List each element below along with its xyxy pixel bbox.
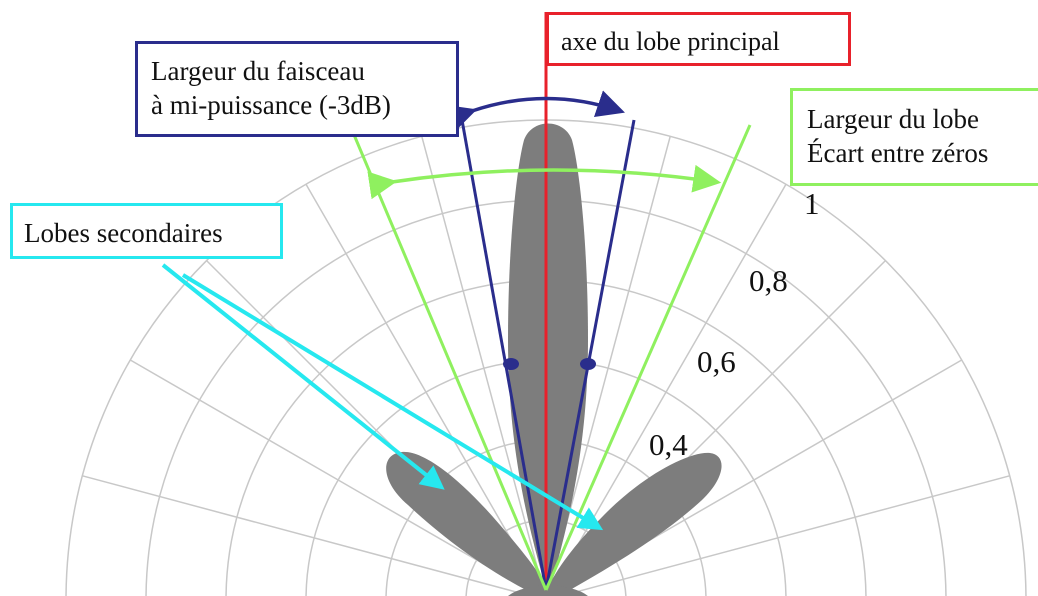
side-lobes-label-text: Lobes secondaires xyxy=(24,218,223,248)
grid-spoke-5 xyxy=(421,136,546,596)
grid-spoke-1 xyxy=(82,475,534,596)
grid-spoke-11 xyxy=(558,475,1010,596)
main-axis-label-text: axe du lobe principal xyxy=(561,27,780,56)
half-power-marker-left xyxy=(503,358,519,370)
lobe-width-label: Largeur du lobe Écart entre zéros xyxy=(790,88,1038,186)
null-left-line xyxy=(350,129,548,591)
lobe-width-label-line-1: Largeur du lobe xyxy=(807,104,979,134)
grid-spoke-8 xyxy=(547,183,787,596)
radiation-lobes xyxy=(386,123,722,596)
half-power-width-arrow xyxy=(445,90,625,132)
half-power-label-line-2: à mi-puissance (-3dB) xyxy=(151,90,391,120)
radial-tick-1: 1 xyxy=(804,186,820,221)
lobe-width-label-line-2: Écart entre zéros xyxy=(807,138,989,168)
side-lobe-arrow-left xyxy=(161,263,445,490)
side-lobe-pointers xyxy=(161,263,604,531)
half-power-width-label: Largeur du faisceau à mi-puissance (-3dB… xyxy=(135,41,459,137)
half-power-marker-right xyxy=(580,358,596,370)
back-lobe xyxy=(508,585,588,596)
side-lobes-label: Lobes secondaires xyxy=(10,203,283,259)
width-arrows xyxy=(367,90,722,200)
right-side-lobe xyxy=(548,452,722,590)
main-axis-label: axe du lobe principal xyxy=(546,12,851,66)
lobe-width-arrow xyxy=(367,164,722,200)
side-lobe-arrow-right xyxy=(181,273,604,531)
grid-spoke-4 xyxy=(305,183,545,596)
radial-tick-0-6: 0,6 xyxy=(697,344,736,379)
radial-tick-0-8: 0,8 xyxy=(749,263,788,298)
radial-tick-0-4: 0,4 xyxy=(649,427,688,462)
half-power-label-line-1: Largeur du faisceau xyxy=(151,56,365,86)
